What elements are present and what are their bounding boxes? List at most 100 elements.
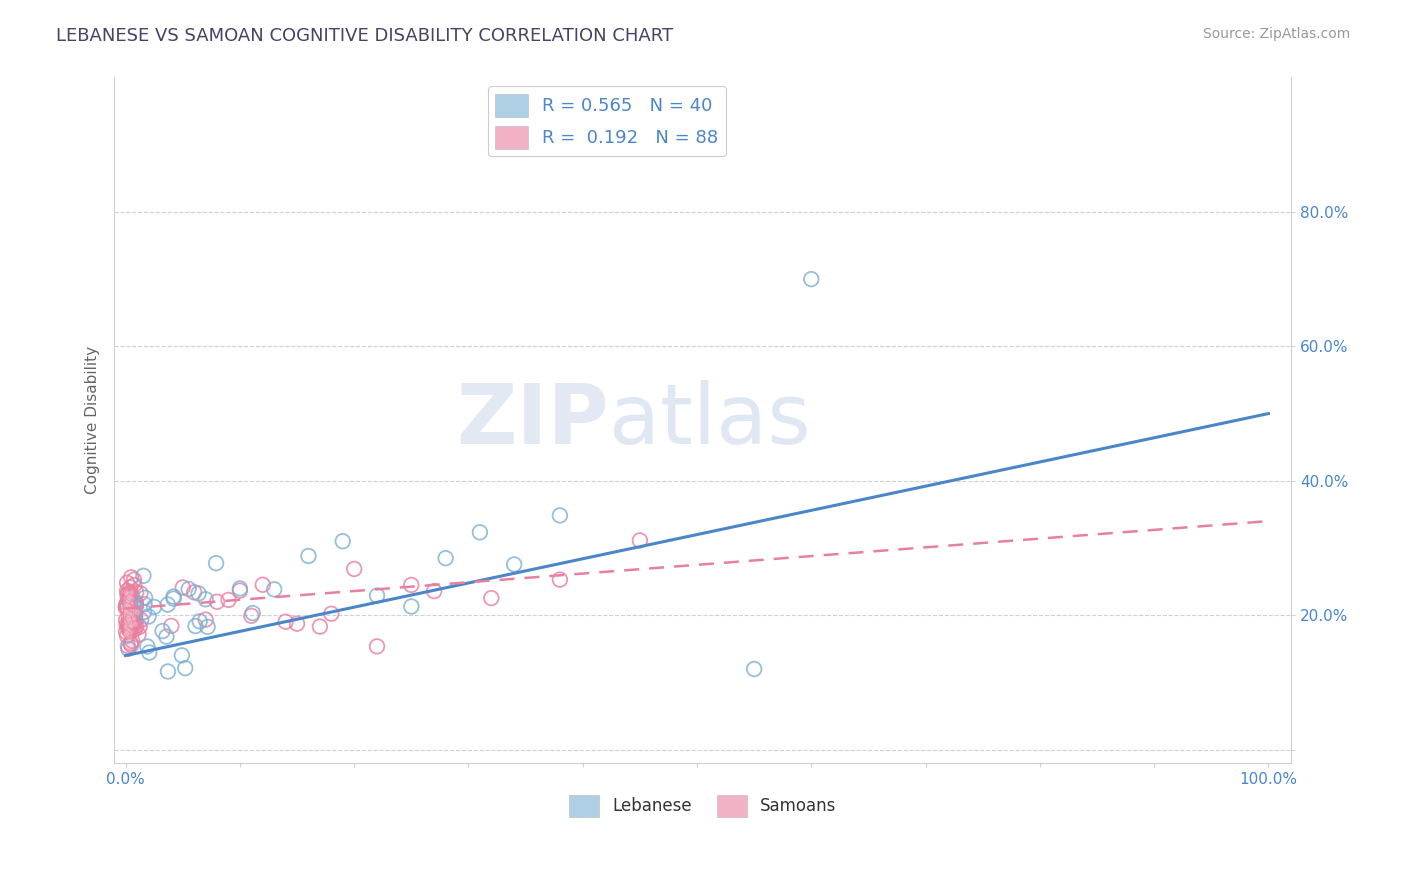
Point <box>125 605 148 619</box>
Point <box>138 646 160 660</box>
Point <box>118 607 141 621</box>
Point <box>122 614 145 628</box>
Point <box>118 615 141 630</box>
Point <box>118 602 141 616</box>
Point <box>229 583 252 598</box>
Point <box>120 636 142 650</box>
Point <box>120 595 142 609</box>
Point <box>118 600 141 615</box>
Point <box>117 614 139 628</box>
Point <box>117 593 139 607</box>
Point <box>115 614 138 628</box>
Point <box>125 595 148 609</box>
Point <box>114 607 136 622</box>
Point <box>115 624 138 638</box>
Point <box>114 607 136 622</box>
Point <box>120 580 142 594</box>
Point <box>115 614 138 628</box>
Point <box>229 582 252 596</box>
Point <box>115 617 138 632</box>
Point <box>120 591 142 606</box>
Point <box>118 609 141 624</box>
Point <box>115 618 138 632</box>
Point <box>118 599 141 613</box>
Point <box>115 593 138 607</box>
Point <box>115 607 138 621</box>
Point <box>117 596 139 610</box>
Point <box>118 601 141 615</box>
Point <box>115 604 138 618</box>
Point <box>114 598 136 612</box>
Point <box>156 598 179 612</box>
Point <box>117 591 139 606</box>
Point <box>117 614 139 628</box>
Point <box>118 595 141 609</box>
Point <box>122 573 145 587</box>
Point <box>118 617 141 632</box>
Point <box>115 599 138 613</box>
Point <box>115 610 138 624</box>
Point <box>118 602 141 616</box>
Point <box>120 597 142 611</box>
Point <box>115 609 138 624</box>
Point <box>128 620 150 634</box>
Point <box>321 607 343 621</box>
Point <box>548 508 571 523</box>
Point <box>309 619 332 633</box>
Point <box>117 607 139 621</box>
Point <box>117 611 139 625</box>
Point <box>117 593 139 607</box>
Point <box>156 665 179 679</box>
Point <box>120 591 142 605</box>
Point <box>117 611 139 625</box>
Point <box>115 624 138 639</box>
Point <box>125 618 148 632</box>
Point <box>115 585 138 599</box>
Point <box>117 599 139 614</box>
Point <box>120 585 142 599</box>
Point <box>117 607 139 621</box>
Point <box>115 617 138 632</box>
Point <box>115 610 138 624</box>
Point <box>118 631 141 645</box>
Point <box>120 607 142 621</box>
Point <box>548 573 571 587</box>
Point <box>118 603 141 617</box>
Point <box>217 593 239 607</box>
Point <box>120 613 142 627</box>
Point <box>124 615 146 629</box>
Point <box>115 629 138 643</box>
Point <box>115 607 138 621</box>
Point <box>124 617 146 632</box>
Point <box>118 610 141 624</box>
Point <box>121 609 143 624</box>
Point <box>115 626 138 640</box>
Point <box>118 607 141 621</box>
Point <box>118 607 141 622</box>
Point <box>118 628 141 642</box>
Point <box>117 619 139 633</box>
Point <box>263 582 285 597</box>
Point <box>115 617 138 632</box>
Point <box>117 606 139 620</box>
Point <box>117 622 139 636</box>
Point <box>115 596 138 610</box>
Point <box>118 607 141 622</box>
Point <box>128 627 150 641</box>
Point <box>162 591 184 606</box>
Point <box>117 624 139 638</box>
Point <box>187 586 209 600</box>
Point <box>118 604 141 618</box>
Point <box>129 586 152 600</box>
Point <box>117 598 139 612</box>
Point <box>115 602 138 616</box>
Point <box>172 581 194 595</box>
Point <box>117 621 139 635</box>
Point <box>120 613 142 627</box>
Text: Source: ZipAtlas.com: Source: ZipAtlas.com <box>1202 27 1350 41</box>
Point <box>115 622 138 636</box>
Point <box>120 587 142 601</box>
Point <box>115 599 138 614</box>
Point <box>118 607 141 621</box>
Point <box>120 617 142 632</box>
